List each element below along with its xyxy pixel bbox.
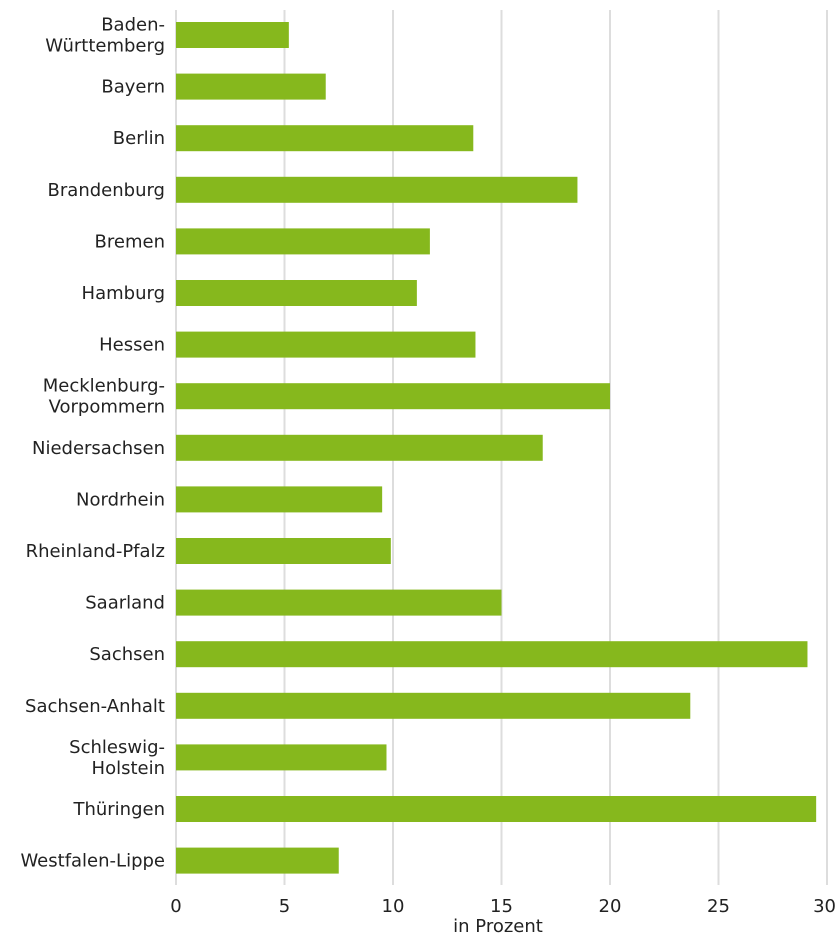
bar-brandenburg bbox=[176, 176, 578, 203]
bar-saarland bbox=[176, 589, 502, 616]
bar-niedersachsen bbox=[176, 434, 543, 461]
x-tick-label: 15 bbox=[490, 896, 513, 917]
category-label: Brandenburg bbox=[48, 180, 165, 201]
bar-nordrhein bbox=[176, 486, 383, 513]
category-label: Berlin bbox=[113, 128, 165, 149]
bar-mecklenburg-vorpommern bbox=[176, 383, 610, 410]
category-label: Baden-Württemberg bbox=[45, 15, 165, 57]
bar-bremen bbox=[176, 228, 430, 255]
category-label: Schleswig-Holstein bbox=[69, 737, 165, 779]
category-label: Bayern bbox=[101, 77, 165, 98]
category-label: Saarland bbox=[85, 593, 165, 614]
category-label: Sachsen-Anhalt bbox=[25, 696, 165, 717]
x-tick-label: 30 bbox=[813, 896, 836, 917]
x-axis-title: in Prozent bbox=[453, 916, 543, 936]
x-tick-label: 5 bbox=[279, 896, 290, 917]
bar-sachsen-anhalt bbox=[176, 692, 691, 719]
category-label: Westfalen-Lippe bbox=[20, 851, 165, 872]
x-tick-labels: 0 5 10 15 20 25 30 bbox=[170, 896, 836, 917]
x-tick-label: 20 bbox=[599, 896, 622, 917]
bar-rheinland-pfalz bbox=[176, 538, 391, 564]
bar-schleswig-holstein bbox=[176, 744, 387, 771]
bar-sachsen bbox=[176, 641, 808, 668]
bar-hessen bbox=[176, 331, 476, 358]
category-label: Mecklenburg-Vorpommern bbox=[43, 376, 165, 418]
category-label: Hamburg bbox=[82, 283, 165, 304]
category-label: Thüringen bbox=[72, 799, 165, 820]
bar-baden-württemberg bbox=[176, 22, 289, 48]
bar-hamburg bbox=[176, 280, 417, 306]
bars bbox=[176, 22, 817, 874]
category-label: Sachsen bbox=[89, 644, 165, 665]
bar-westfalen-lippe bbox=[176, 847, 339, 874]
category-label: Niedersachsen bbox=[32, 438, 165, 459]
bar-bayern bbox=[176, 73, 326, 100]
x-tick-label: 10 bbox=[382, 896, 405, 917]
x-tick-label: 0 bbox=[170, 896, 181, 917]
bar-berlin bbox=[176, 125, 474, 152]
category-label: Rheinland-Pfalz bbox=[26, 541, 165, 562]
category-label: Hessen bbox=[99, 335, 165, 356]
category-labels: Baden-Württemberg Bayern Berlin Brandenburg… bbox=[20, 15, 165, 872]
bar-thüringen bbox=[176, 796, 817, 822]
category-label: Bremen bbox=[95, 231, 165, 252]
category-label: Nordrhein bbox=[76, 489, 165, 510]
x-tick-label: 25 bbox=[707, 896, 730, 917]
